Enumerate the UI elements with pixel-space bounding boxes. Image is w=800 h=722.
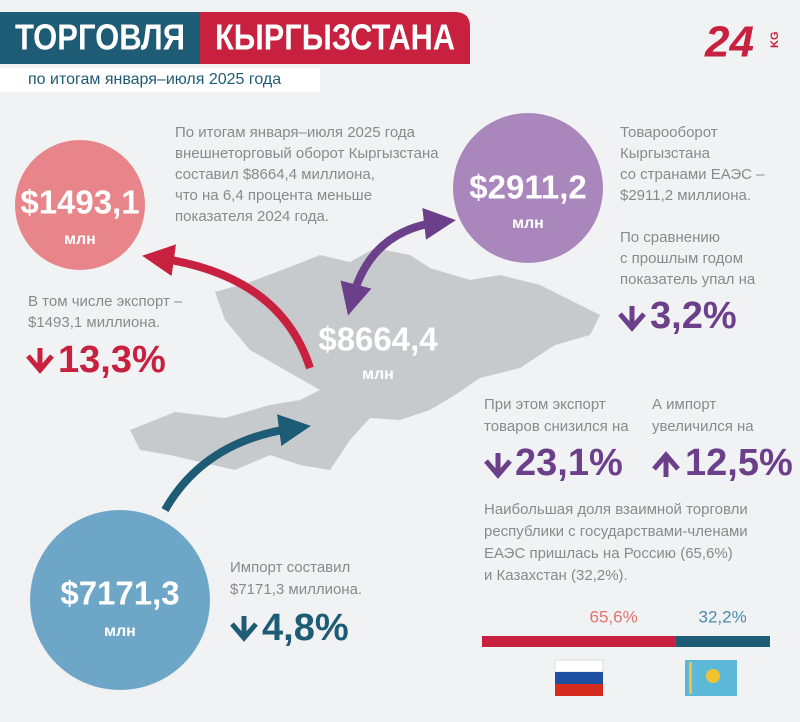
- logo: KG: [769, 32, 781, 49]
- down-arrow: [28, 348, 52, 370]
- body-text: По итогам января–июля 2025 года: [175, 124, 416, 141]
- down-arrow: [620, 306, 644, 328]
- down-arrow: [232, 616, 256, 638]
- body-text: Товарооборот: [620, 124, 718, 141]
- eaeu-export-change: 23,1%: [515, 442, 623, 484]
- share-bar: [675, 636, 770, 647]
- share-bar: [482, 636, 676, 647]
- arrow: [142, 244, 314, 370]
- body-text: составил $8664,4 миллиона,: [175, 166, 375, 183]
- share-label: 32,2%: [698, 607, 746, 626]
- circle: [15, 140, 145, 270]
- circle: [30, 510, 210, 690]
- subtitle: по итогам января–июля 2025 года: [28, 71, 281, 88]
- unit: млн: [64, 231, 96, 248]
- body-text: Импорт составил: [230, 559, 350, 576]
- body-text: товаров снизился на: [484, 418, 629, 435]
- title: КЫРГЫЗСТАНА: [215, 17, 455, 58]
- flag-kazakhstan: [685, 660, 737, 696]
- body-text: $2911,2 миллиона.: [620, 187, 751, 204]
- arrow: [340, 207, 456, 316]
- body-text: По сравнению: [620, 229, 720, 246]
- body-text: республики с государствами-членами: [484, 523, 748, 540]
- body-text: внешнеторговый оборот Кыргызстана: [175, 145, 439, 162]
- circle: [453, 113, 603, 263]
- unit: млн: [104, 623, 136, 640]
- body-text: что на 6,4 процента меньше: [175, 187, 372, 204]
- map: [130, 248, 600, 470]
- total-value: $8664,4: [318, 321, 438, 358]
- body-text: со странами ЕАЭС –: [620, 166, 765, 183]
- body-text: При этом экспорт: [484, 396, 606, 413]
- eaeu-import-change: 12,5%: [685, 442, 793, 484]
- arrow: [161, 414, 311, 512]
- import-change: 4,8%: [262, 607, 349, 649]
- eaeu-change: 3,2%: [650, 295, 737, 337]
- share-label: 65,6%: [589, 607, 637, 626]
- logo: 24: [704, 18, 754, 67]
- body-text: $1493,1 миллиона.: [28, 314, 160, 331]
- unit: млн: [362, 366, 394, 383]
- subtitle-band: [0, 68, 320, 92]
- eaeu-value: $2911,2: [469, 169, 586, 206]
- body-text: Кыргызстана: [620, 145, 711, 162]
- body-text: $7171,3 миллиона.: [230, 581, 362, 598]
- title-band: [200, 12, 470, 64]
- flag-russia: [554, 659, 604, 696]
- body-text: Наибольшая доля взаимной торговли: [484, 501, 748, 518]
- export-value: $1493,1: [20, 184, 139, 221]
- body-text: с прошлым годом: [620, 250, 743, 267]
- export-change: 13,3%: [58, 339, 166, 381]
- body-text: В том числе экспорт –: [28, 293, 183, 310]
- body-text: показатель упал на: [620, 271, 756, 288]
- body-text: А импорт: [652, 396, 716, 413]
- unit: млн: [512, 215, 544, 232]
- up-arrow: [654, 455, 678, 477]
- down-arrow: [486, 453, 510, 475]
- body-text: увеличился на: [652, 418, 754, 435]
- body-text: и Казахстан (32,2%).: [484, 567, 628, 584]
- body-text: показателя 2024 года.: [175, 208, 329, 225]
- title: ТОРГОВЛЯ: [15, 17, 185, 58]
- import-value: $7171,3: [60, 575, 179, 612]
- body-text: ЕАЭС пришлась на Россию (65,6%): [484, 545, 733, 562]
- content: По итогам января–июля 2025 года внешнетор…: [28, 124, 770, 647]
- title-band: [0, 12, 200, 64]
